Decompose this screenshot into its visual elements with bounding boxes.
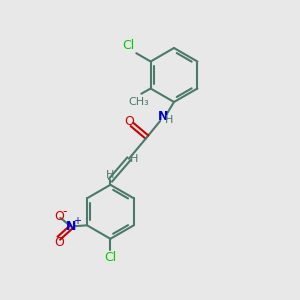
Text: Cl: Cl (104, 251, 116, 264)
Text: Cl: Cl (122, 39, 134, 52)
Text: O: O (124, 115, 134, 128)
Text: N: N (158, 110, 168, 124)
Text: +: + (73, 216, 81, 226)
Text: CH₃: CH₃ (129, 97, 149, 107)
Text: -: - (62, 205, 67, 218)
Text: O: O (54, 236, 64, 249)
Text: N: N (66, 220, 76, 233)
Text: H: H (130, 154, 139, 164)
Text: H: H (106, 170, 115, 180)
Text: H: H (165, 115, 173, 125)
Text: O: O (54, 210, 64, 223)
